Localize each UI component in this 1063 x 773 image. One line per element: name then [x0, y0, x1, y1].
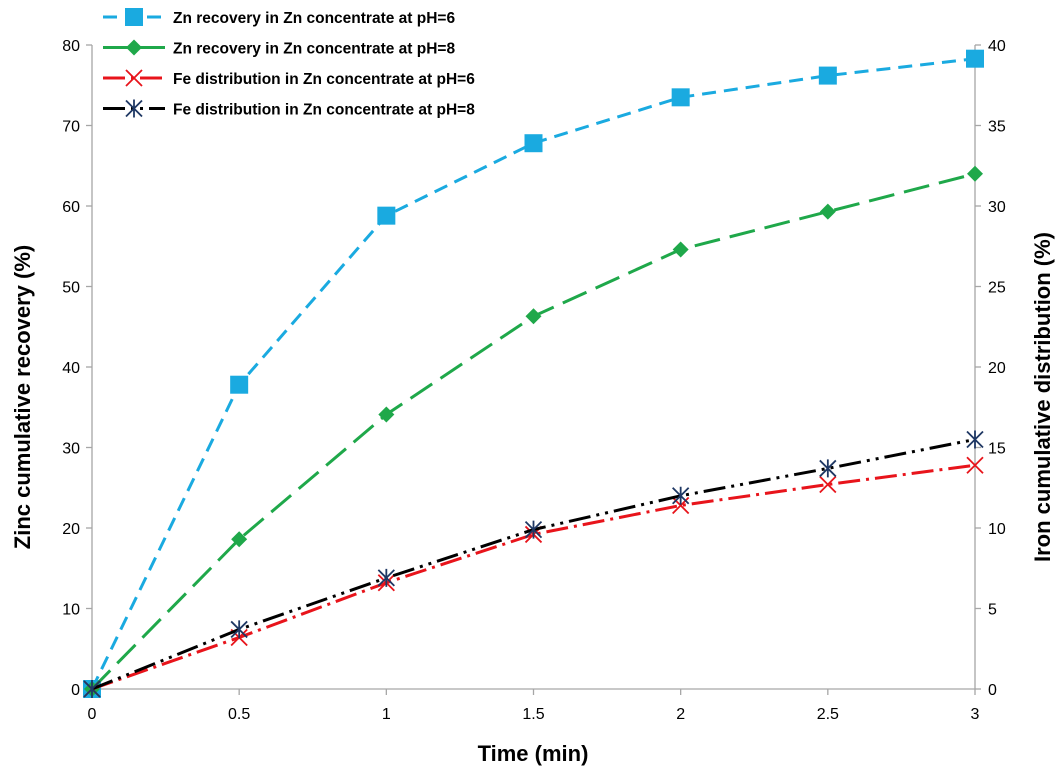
series-4-point — [819, 459, 837, 478]
series-2-point — [819, 203, 836, 220]
x-tick-label: 3 — [971, 706, 980, 723]
legend-swatch-marker — [125, 69, 143, 87]
y-right-tick-label: 15 — [988, 441, 1006, 458]
series-2-line — [90, 172, 976, 691]
y-axis-left-title: Zinc cumulative recovery (%) — [10, 245, 35, 549]
legend-entry-1: Zn recovery in Zn concentrate at pH=6 — [103, 8, 455, 27]
y-left-tick-label: 80 — [62, 38, 80, 55]
legend-label: Fe distribution in Zn concentrate at pH=… — [173, 71, 475, 88]
series-1-point — [818, 66, 837, 85]
series-4-point — [377, 568, 395, 587]
y-right-tick-label: 20 — [988, 360, 1006, 377]
x-tick-label: 0 — [88, 706, 97, 723]
series-4-line — [91, 437, 976, 691]
y-left-tick-label: 10 — [62, 602, 80, 619]
axes: 0 0.5 1 1.5 2 2.5 3010203040506070800510152025… — [62, 38, 1006, 723]
series-4 — [83, 430, 984, 698]
y-right-tick-label: 30 — [988, 199, 1006, 216]
legend-entry-3: Fe distribution in Zn concentrate at pH=… — [103, 69, 475, 88]
y-left-tick-label: 20 — [62, 521, 80, 538]
legend-swatch-marker — [126, 39, 142, 56]
y-left-tick-label: 30 — [62, 441, 80, 458]
series-4-point — [230, 620, 248, 639]
x-tick-label: 0.5 — [228, 706, 250, 723]
legend-label: Zn recovery in Zn concentrate at pH=8 — [173, 41, 455, 58]
y-right-tick-label: 5 — [988, 602, 997, 619]
y-left-tick-label: 40 — [62, 360, 80, 377]
series-2-point — [378, 406, 395, 423]
legend-entry-4: Fe distribution in Zn concentrate at pH=… — [103, 99, 475, 119]
legend: Zn recovery in Zn concentrate at pH=6 Zn … — [103, 8, 475, 119]
series-4-point — [83, 680, 101, 698]
series-4-point — [672, 486, 690, 505]
series-2-point — [672, 241, 689, 258]
x-tick-label: 2.5 — [817, 706, 839, 723]
series-3-point — [819, 475, 837, 494]
series-2 — [84, 165, 983, 697]
series-4-point — [966, 430, 984, 449]
series-2-point — [525, 308, 542, 325]
y-axis-right-title: Iron cumulative distribution (%) — [1030, 232, 1055, 562]
legend-swatch-marker — [125, 8, 143, 26]
series-1-point — [671, 88, 690, 107]
x-tick-label: 1.5 — [522, 706, 544, 723]
series-1-point — [377, 206, 396, 225]
y-left-tick-label: 0 — [71, 682, 80, 699]
series-1-point — [524, 134, 543, 153]
series-1 — [83, 49, 984, 698]
y-right-tick-label: 25 — [988, 280, 1006, 297]
series-3-line — [91, 463, 976, 691]
series-4-point — [524, 520, 543, 539]
series-3-point — [966, 456, 984, 474]
y-right-tick-label: 35 — [988, 119, 1006, 136]
series-1-line — [90, 57, 976, 690]
series-1-point — [966, 49, 984, 68]
y-left-tick-label: 60 — [62, 199, 80, 216]
x-tick-label: 1 — [382, 706, 391, 723]
series-1-point — [230, 375, 249, 394]
x-tick-label: 2 — [676, 706, 685, 723]
legend-label: Fe distribution in Zn concentrate at pH=… — [173, 102, 475, 119]
series-3 — [83, 456, 984, 698]
series-2-point — [231, 531, 248, 548]
legend-entry-2: Zn recovery in Zn concentrate at pH=8 — [103, 39, 455, 58]
y-left-tick-label: 70 — [62, 119, 80, 136]
y-left-tick-label: 50 — [62, 280, 80, 297]
y-right-tick-label: 10 — [988, 521, 1006, 538]
legend-label: Zn recovery in Zn concentrate at pH=6 — [173, 10, 455, 27]
y-right-tick-label: 0 — [988, 682, 997, 699]
y-right-tick-label: 40 — [988, 38, 1006, 55]
series-layer — [83, 49, 984, 698]
legend-swatch-marker — [125, 99, 143, 118]
x-axis-title: Time (min) — [478, 741, 589, 766]
series-2-point — [967, 165, 983, 182]
